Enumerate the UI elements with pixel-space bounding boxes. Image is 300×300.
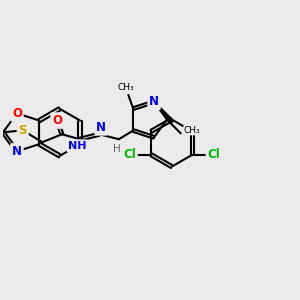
Text: CH₃: CH₃ [184,126,200,135]
Text: N: N [96,121,106,134]
Text: Cl: Cl [207,148,220,161]
Text: CH₃: CH₃ [117,83,134,92]
Text: N: N [12,145,22,158]
Text: O: O [12,107,22,120]
Text: O: O [52,114,62,127]
Text: NH: NH [68,141,87,151]
Text: N: N [149,95,159,108]
Text: H: H [113,144,121,154]
Text: S: S [18,124,27,137]
Text: Cl: Cl [123,148,136,161]
